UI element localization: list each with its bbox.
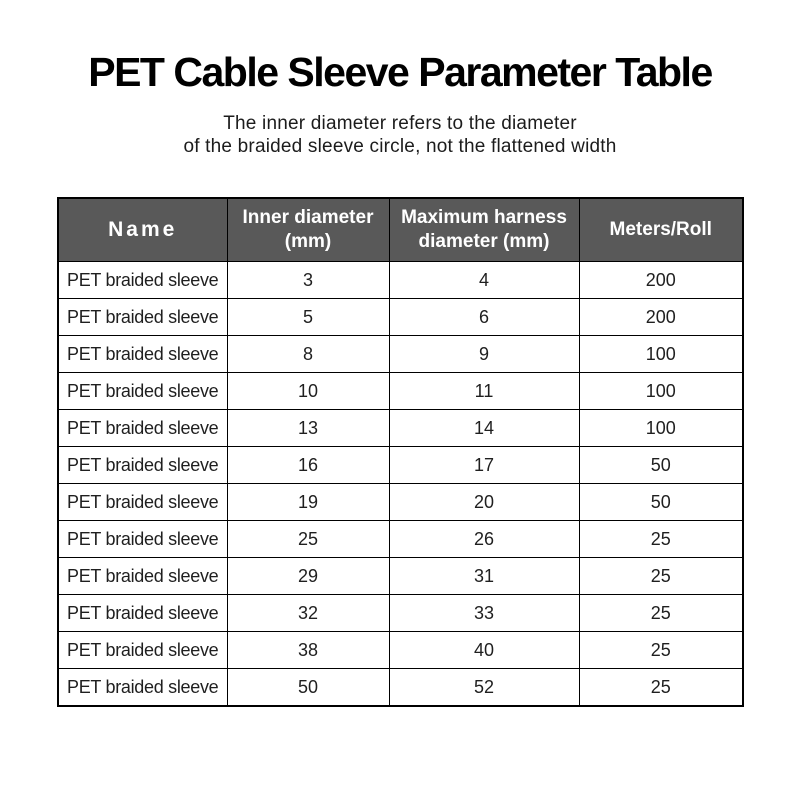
name-cell: PET braided sleeve: [57, 335, 228, 373]
table-row: PET braided sleeve 16 17 50: [57, 446, 744, 484]
meters-per-roll-cell: 25: [578, 594, 744, 632]
table-row: PET braided sleeve 32 33 25: [57, 594, 744, 632]
max-harness-diameter-cell: 11: [388, 372, 580, 410]
max-harness-diameter-cell: 9: [388, 335, 580, 373]
inner-diameter-cell: 13: [226, 409, 390, 447]
meters-per-roll-cell: 100: [578, 372, 744, 410]
table-row: PET braided sleeve 10 11 100: [57, 372, 744, 410]
max-harness-diameter-cell: 20: [388, 483, 580, 521]
name-cell: PET braided sleeve: [57, 483, 228, 521]
meters-per-roll-cell: 100: [578, 335, 744, 373]
name-cell: PET braided sleeve: [57, 446, 228, 484]
name-cell: PET braided sleeve: [57, 594, 228, 632]
max-harness-diameter-cell: 14: [388, 409, 580, 447]
max-harness-diameter-cell: 31: [388, 557, 580, 595]
inner-diameter-cell: 25: [226, 520, 390, 558]
table-row: PET braided sleeve 3 4 200: [57, 261, 744, 299]
meters-per-roll-cell: 25: [578, 668, 744, 707]
inner-diameter-cell: 19: [226, 483, 390, 521]
inner-diameter-cell: 3: [226, 261, 390, 299]
max-harness-diameter-cell: 6: [388, 298, 580, 336]
inner-diameter-cell: 16: [226, 446, 390, 484]
name-cell: PET braided sleeve: [57, 668, 228, 707]
meters-per-roll-cell: 25: [578, 631, 744, 669]
table-row: PET braided sleeve 5 6 200: [57, 298, 744, 336]
meters-per-roll-cell: 200: [578, 298, 744, 336]
inner-diameter-cell: 38: [226, 631, 390, 669]
column-header-inner-diameter: Inner diameter (mm): [226, 197, 390, 262]
inner-diameter-cell: 32: [226, 594, 390, 632]
column-header-max-harness-diameter: Maximum harness diameter (mm): [388, 197, 580, 262]
parameter-table: Name Inner diameter (mm) Maximum harness…: [57, 197, 744, 707]
table-row: PET braided sleeve 38 40 25: [57, 631, 744, 669]
meters-per-roll-cell: 50: [578, 446, 744, 484]
column-header-name: Name: [57, 197, 228, 262]
meters-per-roll-cell: 50: [578, 483, 744, 521]
table-header: Name Inner diameter (mm) Maximum harness…: [57, 197, 744, 262]
inner-diameter-cell: 8: [226, 335, 390, 373]
table-body: PET braided sleeve 3 4 200 PET braided sleev…: [57, 261, 744, 707]
max-harness-diameter-cell: 17: [388, 446, 580, 484]
meters-per-roll-cell: 100: [578, 409, 744, 447]
name-cell: PET braided sleeve: [57, 261, 228, 299]
name-cell: PET braided sleeve: [57, 520, 228, 558]
page-subtitle: The inner diameter refers to the diamete…: [183, 113, 617, 157]
max-harness-diameter-cell: 4: [388, 261, 580, 299]
table-header-row: Name Inner diameter (mm) Maximum harness…: [57, 197, 744, 262]
name-cell: PET braided sleeve: [57, 557, 228, 595]
meters-per-roll-cell: 25: [578, 557, 744, 595]
table-row: PET braided sleeve 19 20 50: [57, 483, 744, 521]
table-row: PET braided sleeve 50 52 25: [57, 668, 744, 707]
meters-per-roll-cell: 25: [578, 520, 744, 558]
max-harness-diameter-cell: 26: [388, 520, 580, 558]
inner-diameter-cell: 50: [226, 668, 390, 707]
name-cell: PET braided sleeve: [57, 298, 228, 336]
name-cell: PET braided sleeve: [57, 631, 228, 669]
name-cell: PET braided sleeve: [57, 372, 228, 410]
inner-diameter-cell: 10: [226, 372, 390, 410]
table-row: PET braided sleeve 13 14 100: [57, 409, 744, 447]
column-header-meters-per-roll: Meters/Roll: [578, 197, 744, 262]
inner-diameter-cell: 5: [226, 298, 390, 336]
max-harness-diameter-cell: 33: [388, 594, 580, 632]
table-row: PET braided sleeve 8 9 100: [57, 335, 744, 373]
name-cell: PET braided sleeve: [57, 409, 228, 447]
max-harness-diameter-cell: 40: [388, 631, 580, 669]
max-harness-diameter-cell: 52: [388, 668, 580, 707]
table-row: PET braided sleeve 29 31 25: [57, 557, 744, 595]
table-row: PET braided sleeve 25 26 25: [57, 520, 744, 558]
meters-per-roll-cell: 200: [578, 261, 744, 299]
inner-diameter-cell: 29: [226, 557, 390, 595]
page-title: PET Cable Sleeve Parameter Table: [88, 49, 713, 95]
